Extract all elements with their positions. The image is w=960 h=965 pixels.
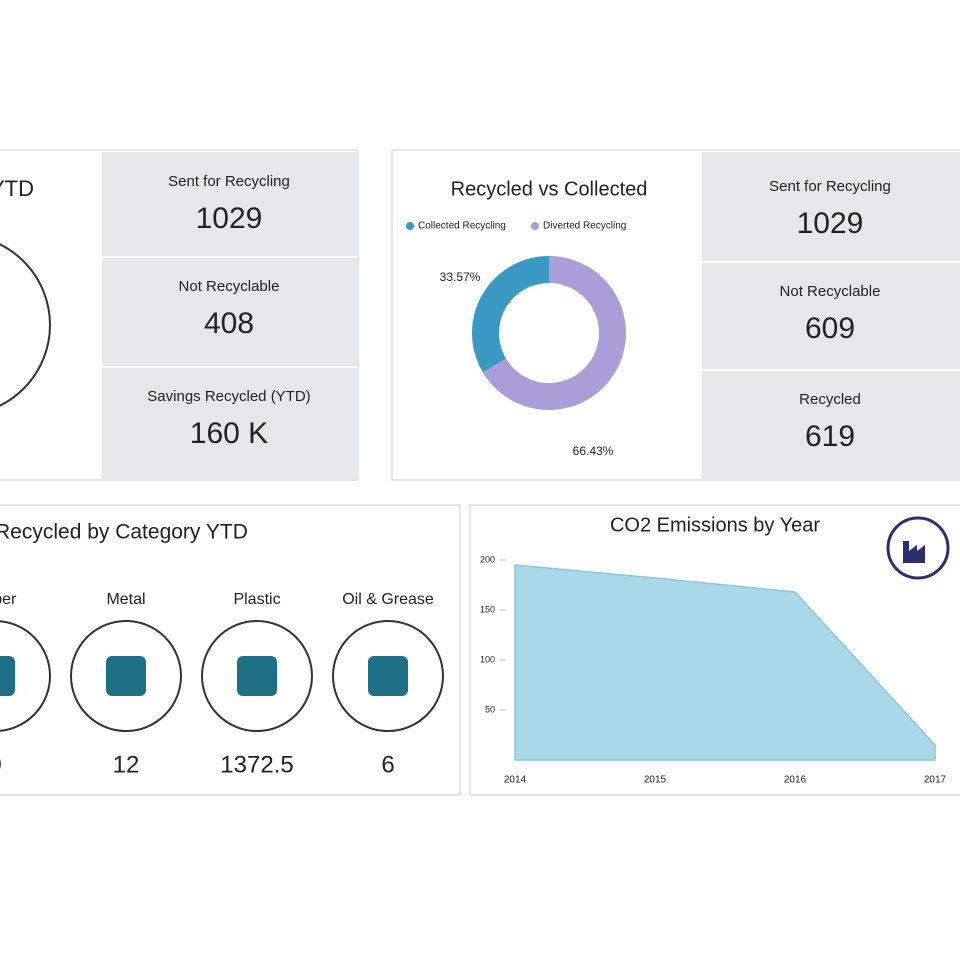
gauge-ring (0, 243, 51, 407)
category-label: Oil & Grease (342, 591, 434, 608)
chart-title: CO2 Emissions by Year (610, 514, 820, 536)
tile-value: 1029 (196, 202, 263, 235)
y-tick-label: 200 (480, 554, 495, 564)
y-tick-label: 100 (480, 654, 495, 664)
x-tick-label: 2016 (784, 775, 807, 786)
tile-label: Savings Recycled (YTD) (147, 388, 310, 405)
category-label: Metal (106, 591, 145, 608)
y-tick-label: 150 (480, 604, 495, 614)
data-label: 66.43% (573, 444, 614, 458)
category-label: Plastic (233, 591, 280, 608)
tile-label: Sent for Recycling (769, 178, 891, 195)
x-tick-label: 2015 (644, 775, 667, 786)
category-value: 12 (113, 751, 140, 778)
panel-title: YTD (0, 176, 34, 201)
tile-label: Sent for Recycling (168, 173, 290, 190)
category-icon (237, 656, 277, 696)
panel-title: Recycled by Category YTD (0, 521, 248, 544)
chart-title: Recycled vs Collected (451, 178, 648, 200)
category-value: 0 (0, 751, 2, 778)
x-tick-label: 2017 (924, 775, 947, 786)
tile-label: Not Recyclable (780, 283, 881, 300)
category-ring (0, 620, 51, 732)
tile-area (102, 152, 357, 479)
tile-value: 1029 (797, 207, 864, 240)
category-value: 1372.5 (220, 751, 293, 778)
factory-icon (886, 516, 950, 580)
legend-label: Collected Recycling (418, 221, 506, 232)
category-icon (0, 656, 15, 696)
donut-slice (482, 256, 627, 410)
area (514, 564, 936, 761)
tile-value: 609 (805, 312, 855, 345)
tile-area (702, 152, 960, 479)
legend-label: Diverted Recycling (543, 221, 626, 232)
tile-value: 160 K (190, 417, 268, 450)
y-tick-label: 50 (485, 704, 495, 714)
data-label: 33.57% (440, 270, 481, 284)
category-icon (106, 656, 146, 696)
tile-value: 619 (805, 420, 855, 453)
tile-label: Recycled (799, 391, 861, 408)
category-icon (368, 656, 408, 696)
factory-icon-shape (903, 541, 925, 563)
legend-swatch (406, 222, 414, 230)
category-label: Paper (0, 591, 17, 608)
legend-swatch (531, 222, 539, 230)
category-value: 6 (381, 751, 394, 778)
tile-label: Not Recyclable (179, 278, 280, 295)
tile-value: 408 (204, 307, 254, 340)
x-tick-label: 2014 (504, 775, 527, 786)
donut-slice (472, 255, 549, 373)
